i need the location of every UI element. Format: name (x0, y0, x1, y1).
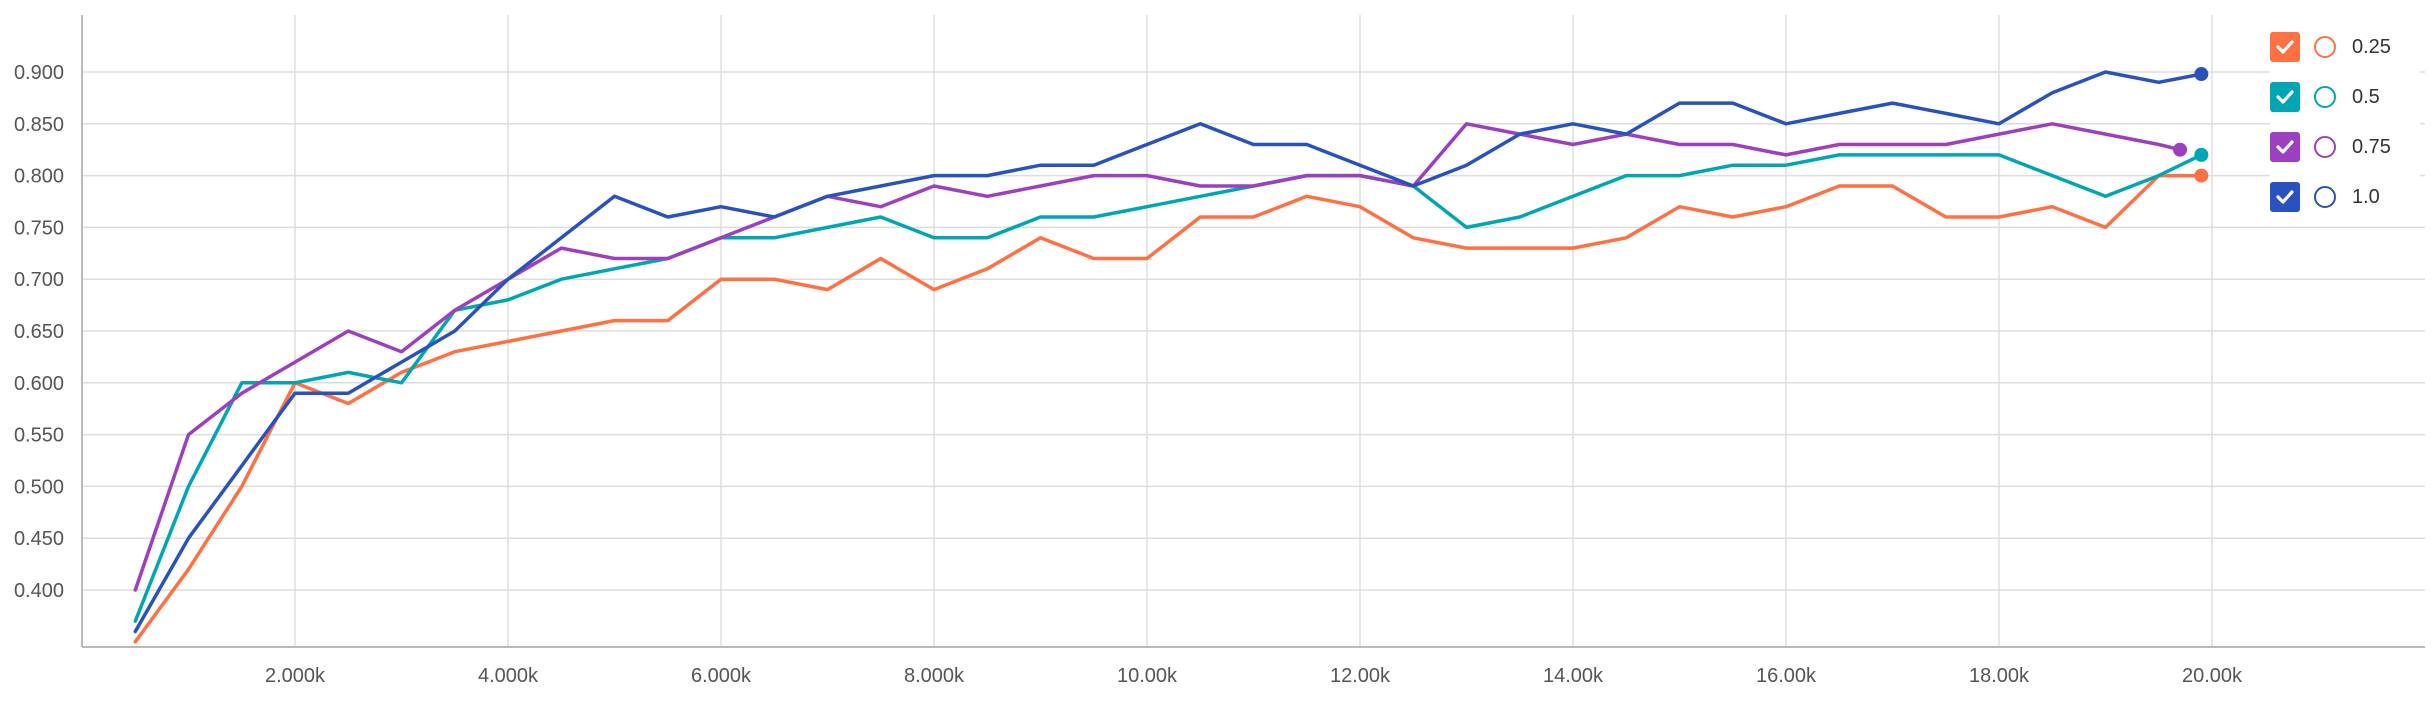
x-tick-label: 10.00k (1117, 665, 1178, 687)
series-endpoint-0 (2194, 168, 2209, 183)
y-tick-label: 0.850 (14, 114, 64, 136)
x-tick-label: 8.000k (904, 665, 965, 687)
legend-item[interactable]: 0.75 (2270, 122, 2420, 172)
legend-label: 1.0 (2352, 185, 2380, 208)
legend-item[interactable]: 0.25 (2270, 22, 2420, 72)
radio-icon[interactable] (2314, 36, 2336, 58)
y-tick-label: 0.450 (14, 528, 64, 550)
series-line-3 (133, 70, 2204, 634)
x-tick-label: 12.00k (1330, 665, 1391, 687)
series-line-0 (133, 173, 2204, 644)
checkbox-icon[interactable] (2270, 82, 2300, 112)
y-tick-label: 0.900 (14, 62, 64, 84)
y-tick-label: 0.600 (14, 373, 64, 395)
x-tick-label: 20.00k (2182, 665, 2243, 687)
series-endpoint-1 (2194, 147, 2209, 162)
y-tick-label: 0.500 (14, 476, 64, 498)
series-line-1 (133, 153, 2204, 623)
y-tick-label: 0.400 (14, 580, 64, 602)
legend-label: 0.5 (2352, 85, 2380, 108)
x-tick-label: 2.000k (265, 665, 326, 687)
legend-label: 0.75 (2352, 135, 2391, 158)
x-tick-label: 18.00k (1969, 665, 2030, 687)
y-tick-label: 0.800 (14, 166, 64, 188)
legend-label: 0.25 (2352, 35, 2391, 58)
y-tick-label: 0.550 (14, 425, 64, 447)
y-tick-label: 0.750 (14, 217, 64, 239)
legend: 0.25 0.5 0.75 1.0 (2270, 22, 2420, 222)
x-tick-label: 4.000k (478, 665, 539, 687)
series-endpoint-3 (2194, 67, 2209, 82)
checkbox-icon[interactable] (2270, 132, 2300, 162)
radio-icon[interactable] (2314, 186, 2336, 208)
series-line-2 (133, 122, 2182, 592)
legend-item[interactable]: 0.5 (2270, 72, 2420, 122)
legend-item[interactable]: 1.0 (2270, 172, 2420, 222)
x-tick-label: 14.00k (1543, 665, 1604, 687)
x-tick-label: 6.000k (691, 665, 752, 687)
y-tick-label: 0.700 (14, 269, 64, 291)
y-tick-label: 0.650 (14, 321, 64, 343)
series-endpoint-2 (2173, 142, 2188, 157)
radio-icon[interactable] (2314, 136, 2336, 158)
radio-icon[interactable] (2314, 86, 2336, 108)
checkbox-icon[interactable] (2270, 32, 2300, 62)
checkbox-icon[interactable] (2270, 182, 2300, 212)
x-tick-label: 16.00k (1756, 665, 1817, 687)
